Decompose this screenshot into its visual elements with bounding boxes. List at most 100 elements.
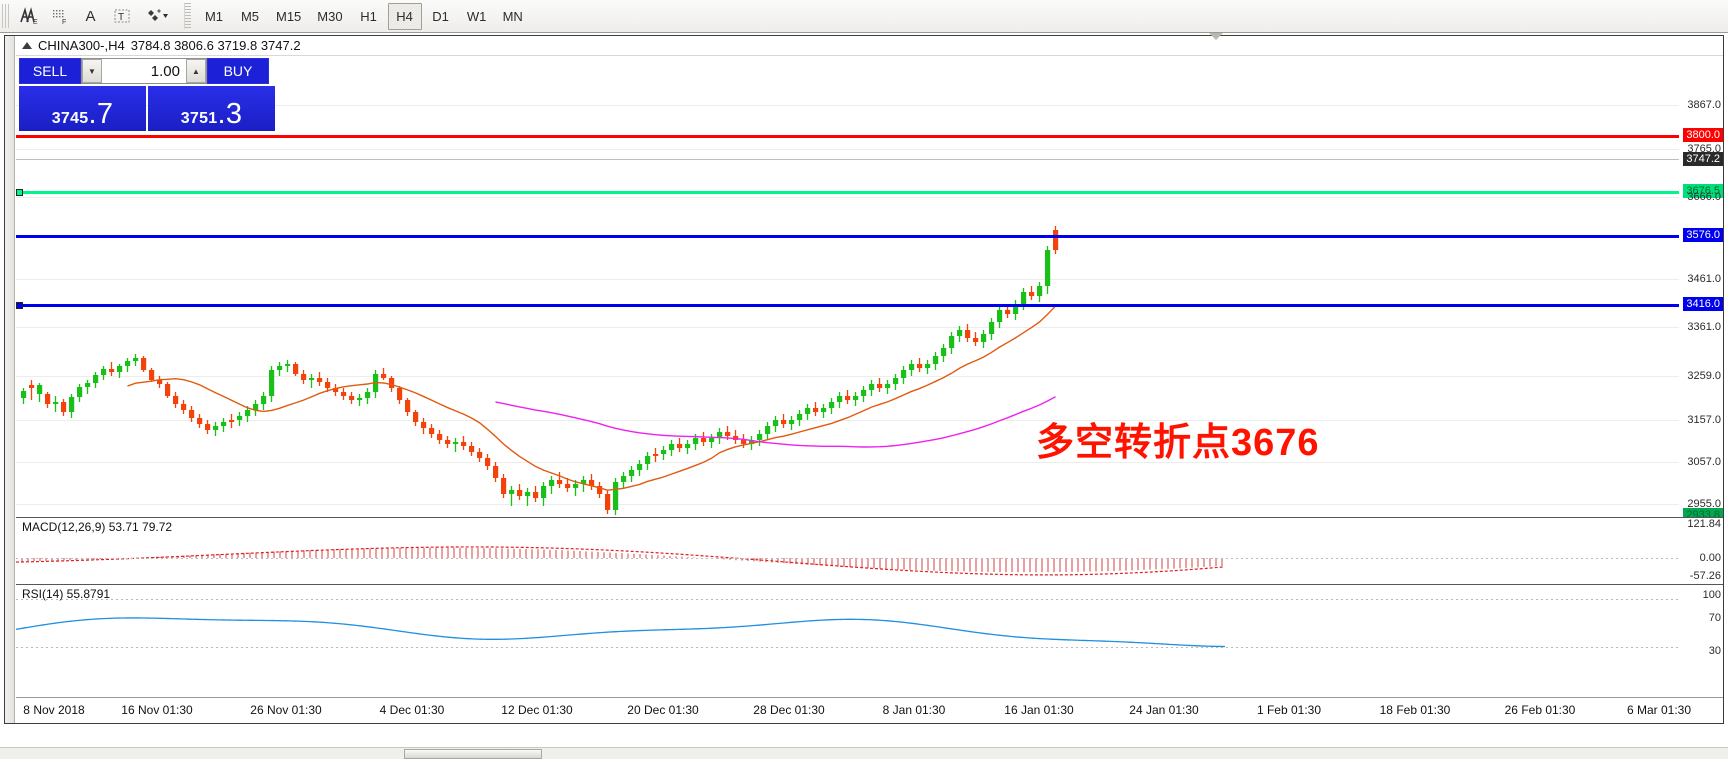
price-axis-label: 3416.0 (1683, 297, 1723, 311)
price-axis-label: 3800.0 (1683, 128, 1723, 142)
main-toolbar: E F A T (0, 0, 1728, 33)
time-axis-label: 28 Dec 01:30 (753, 703, 825, 717)
scrollbar-thumb[interactable] (404, 749, 542, 759)
time-axis-label: 24 Jan 01:30 (1129, 703, 1199, 717)
toolbar-grip[interactable] (2, 4, 10, 28)
sell-label[interactable]: SELL (19, 58, 81, 84)
price-gridline (16, 376, 1679, 377)
buy-button[interactable]: 3751 .3 (148, 86, 275, 131)
horizontal-scrollbar[interactable] (0, 747, 1728, 759)
pivot-3676-handle[interactable] (16, 189, 23, 196)
macd-axis: 121.84 0.00 -57.26 (1679, 518, 1723, 583)
time-axis-label: 8 Jan 01:30 (882, 703, 946, 717)
toolbar-separator (184, 3, 191, 29)
chart-marker-arrow-icon (1209, 33, 1223, 40)
support-3416[interactable] (16, 304, 1679, 307)
volume-increase-icon[interactable]: ▲ (186, 59, 206, 83)
price-axis-label: 3259.0 (1687, 370, 1721, 382)
pivot-3676[interactable] (16, 191, 1679, 194)
svg-text:F: F (62, 19, 66, 26)
sell-price-integer: 3745 (51, 110, 89, 127)
rsi-axis-label: 100 (1702, 589, 1721, 601)
text-tool-icon[interactable]: A (85, 7, 96, 25)
grid-icon[interactable]: F (45, 3, 74, 30)
symbol-header: CHINA300-,H4 3784.8 3806.6 3719.8 3747.2 (16, 36, 1723, 56)
rsi-plot-area[interactable] (16, 585, 1679, 674)
price-gridline (16, 327, 1679, 328)
timeframe-m1[interactable]: M1 (204, 8, 224, 24)
indicators-icon[interactable]: E (14, 3, 43, 30)
sell-button[interactable]: 3745 .7 (19, 86, 146, 131)
macd-pane: MACD(12,26,9) 53.71 79.72 121.84 0.00 -57.… (16, 517, 1723, 583)
collapse-triangle-icon[interactable] (22, 42, 32, 49)
price-axis-label: 2955.0 (1687, 498, 1721, 510)
rsi-axis-label: 70 (1708, 612, 1721, 624)
rsi-level-line (16, 647, 1679, 648)
time-axis-label: 20 Dec 01:30 (627, 703, 699, 717)
buy-price-integer: 3751 (180, 110, 218, 127)
chart-side-rail (5, 36, 15, 723)
macd-series (16, 546, 1225, 576)
price-gridline (16, 279, 1679, 280)
candlestick-series (21, 226, 1059, 515)
chart-window: CHINA300-,H4 3784.8 3806.6 3719.8 3747.2… (4, 35, 1724, 724)
price-axis-label: 3867.0 (1687, 99, 1721, 111)
sell-price-decimal: .7 (88, 98, 114, 131)
price-gridline (16, 105, 1679, 106)
time-axis-label: 8 Nov 2018 (23, 703, 85, 717)
volume-decrease-icon[interactable]: ▼ (82, 59, 102, 83)
rsi-pane: RSI(14) 55.8791 100 70 30 (16, 584, 1723, 674)
timeframe-m15[interactable]: M15 (276, 8, 302, 24)
macd-axis-label: -57.26 (1689, 570, 1721, 582)
text-label-icon[interactable]: T (107, 3, 136, 30)
support-3416-handle[interactable] (16, 302, 23, 309)
objects-icon[interactable] (138, 3, 178, 30)
time-axis-label: 16 Nov 01:30 (121, 703, 193, 717)
timeframe-m30[interactable]: M30 (317, 8, 343, 24)
timeframe-d1[interactable]: D1 (432, 8, 449, 24)
time-axis-label: 18 Feb 01:30 (1379, 703, 1451, 717)
macd-title: MACD(12,26,9) 53.71 79.72 (22, 520, 173, 534)
current-price-3747[interactable] (16, 159, 1679, 160)
one-click-trading-panel: SELL ▼ 1.00 ▲ BUY 3745 .7 3751 .3 (19, 58, 275, 131)
svg-text:T: T (118, 12, 124, 23)
volume-input[interactable]: 1.00 (150, 62, 180, 80)
ma-fast-line (127, 305, 1057, 491)
support-3576[interactable] (16, 235, 1679, 238)
time-axis-label: 1 Feb 01:30 (1256, 703, 1322, 717)
price-axis-label: 3157.0 (1687, 414, 1721, 426)
price-axis[interactable]: 3867.0 3800.0 3765.0 3747.2 3676.5 3666.0 3576… (1677, 56, 1723, 532)
symbol-ohlc: 3784.8 3806.6 3719.8 3747.2 (130, 38, 301, 53)
resistance-3800[interactable] (16, 135, 1679, 138)
price-axis-label: 3461.0 (1687, 273, 1721, 285)
time-axis-label: 12 Dec 01:30 (501, 703, 573, 717)
symbol-name: CHINA300-,H4 (38, 38, 125, 53)
svg-text:E: E (33, 19, 38, 26)
ma-slow-line (495, 396, 1056, 448)
timeframe-h1[interactable]: H1 (360, 8, 377, 24)
macd-axis-label: 0.00 (1699, 552, 1721, 564)
timeframe-m5[interactable]: M5 (240, 8, 260, 24)
price-gridline (16, 462, 1679, 463)
rsi-title: RSI(14) 55.8791 (22, 587, 111, 601)
timeframe-mn[interactable]: MN (502, 8, 523, 24)
price-pane: 多空转折点3676 3867.0 3800.0 3765.0 3747.2 3676.5… (16, 56, 1723, 532)
buy-label[interactable]: BUY (207, 58, 269, 84)
macd-plot-area[interactable] (16, 518, 1679, 583)
chart-annotation-text: 多空转折点3676 (1036, 422, 1320, 464)
time-axis-label: 16 Jan 01:30 (1004, 703, 1074, 717)
price-plot-area[interactable]: 多空转折点3676 (16, 56, 1679, 515)
time-axis[interactable]: 8 Nov 2018 16 Nov 01:30 26 Nov 01:30 4 Dec … (16, 697, 1723, 723)
time-axis-label: 26 Nov 01:30 (250, 703, 322, 717)
timeframe-w1[interactable]: W1 (466, 8, 487, 24)
price-gridline (16, 504, 1679, 505)
buy-price-decimal: .3 (217, 98, 243, 131)
price-axis-label: 3676.5 (1683, 184, 1723, 198)
volume-stepper[interactable]: ▼ 1.00 ▲ (81, 58, 207, 84)
timeframe-h4[interactable]: H4 (387, 2, 422, 30)
price-axis-label: 3361.0 (1687, 321, 1721, 333)
price-axis-label: 3747.2 (1683, 152, 1723, 166)
rsi-series (16, 617, 1226, 648)
price-gridline (16, 420, 1679, 421)
